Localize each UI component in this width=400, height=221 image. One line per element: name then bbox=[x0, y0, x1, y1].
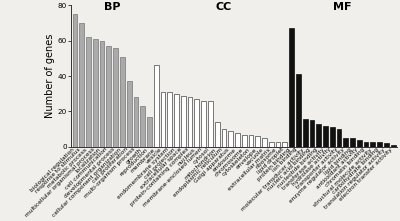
Bar bbox=[391, 145, 396, 147]
Bar bbox=[256, 136, 260, 147]
Bar bbox=[215, 122, 220, 147]
Bar bbox=[228, 131, 233, 147]
Text: BP: BP bbox=[104, 2, 120, 12]
Bar bbox=[282, 142, 287, 147]
Bar bbox=[384, 143, 389, 147]
Bar bbox=[140, 106, 145, 147]
Bar bbox=[181, 95, 186, 147]
Bar bbox=[377, 142, 382, 147]
Bar bbox=[201, 101, 206, 147]
Bar bbox=[100, 41, 104, 147]
Bar bbox=[147, 117, 152, 147]
Bar bbox=[113, 48, 118, 147]
Bar bbox=[222, 129, 226, 147]
Bar bbox=[350, 138, 355, 147]
Bar bbox=[86, 37, 91, 147]
Bar bbox=[174, 94, 179, 147]
Bar bbox=[344, 138, 348, 147]
Bar bbox=[289, 28, 294, 147]
Text: CC: CC bbox=[216, 2, 232, 12]
Bar bbox=[296, 74, 301, 147]
Bar bbox=[134, 97, 138, 147]
Bar bbox=[269, 142, 274, 147]
Bar bbox=[73, 14, 77, 147]
Bar bbox=[154, 65, 159, 147]
Bar bbox=[93, 39, 98, 147]
Bar bbox=[161, 92, 165, 147]
Bar bbox=[337, 129, 341, 147]
Bar bbox=[106, 46, 111, 147]
Text: MF: MF bbox=[333, 2, 352, 12]
Bar bbox=[316, 124, 321, 147]
Bar bbox=[262, 138, 267, 147]
Bar bbox=[80, 23, 84, 147]
Bar bbox=[120, 57, 125, 147]
Bar bbox=[235, 133, 240, 147]
Bar bbox=[188, 97, 192, 147]
Bar bbox=[242, 135, 247, 147]
Y-axis label: Number of genes: Number of genes bbox=[45, 34, 55, 118]
Bar bbox=[249, 135, 253, 147]
Bar bbox=[370, 142, 375, 147]
Bar bbox=[310, 120, 314, 147]
Bar bbox=[127, 81, 132, 147]
Bar bbox=[194, 99, 199, 147]
Bar bbox=[323, 126, 328, 147]
Bar bbox=[364, 142, 368, 147]
Bar bbox=[168, 92, 172, 147]
Bar bbox=[208, 101, 213, 147]
Bar bbox=[303, 119, 308, 147]
Bar bbox=[357, 140, 362, 147]
Bar bbox=[276, 142, 280, 147]
Bar bbox=[330, 128, 335, 147]
